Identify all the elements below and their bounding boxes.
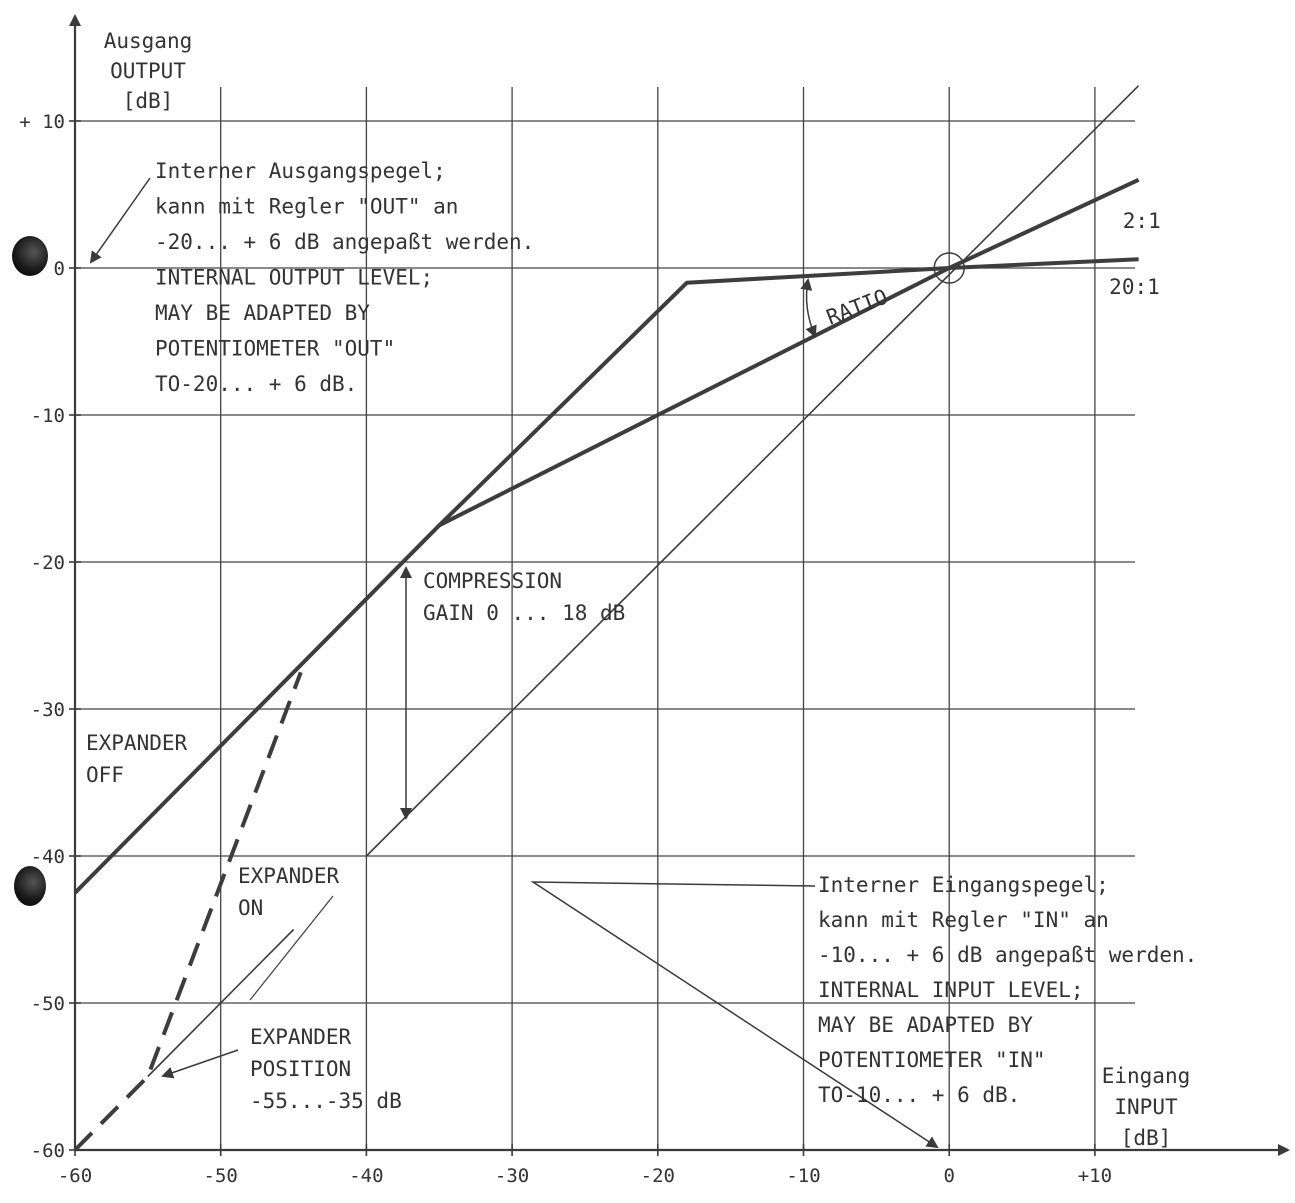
y-tick-label-0: + 10 [19,111,65,133]
x-tick-label-7: +10 [1078,1165,1112,1187]
x-axis-title-line-1: INPUT [1114,1095,1178,1119]
expander-off-line-0: EXPANDER [86,731,188,755]
y-tick-label-1: 0 [54,258,65,280]
series-group [73,85,1140,1152]
series-line-2 [73,257,1139,895]
text-group: -60 -50 -40 -30 -20 -10 0 +10 + 10 0 -10 -20 -30 -40 -… [19,29,1197,1187]
binder-hole-bottom [14,866,46,906]
expander-on-leader [249,895,334,1001]
y-axis-title-line-1: OUTPUT [110,59,186,83]
x-tick-label-6: 0 [943,1165,954,1187]
curve-label-1: 20:1 [1109,275,1160,299]
input-level-note-line-6: TO-10... + 6 dB. [818,1083,1020,1107]
x-tick-label-1: -50 [204,1165,238,1187]
output-level-note-line-6: TO-20... + 6 dB. [155,372,357,396]
binder-hole-top [12,236,48,276]
input-level-note-line-4: MAY BE ADAPTED BY [818,1013,1033,1037]
expander-position-line-0: EXPANDER [250,1025,352,1049]
x-tick-label-5: -10 [786,1165,820,1187]
expander-position-line-1: POSITION [250,1057,351,1081]
expander-on-line-1: ON [238,896,263,920]
input-level-note-line-1: kann mit Regler "IN" an [818,908,1109,932]
output-level-note-line-0: Interner Ausgangspegel; [155,159,446,183]
x-tick-label-2: -40 [349,1165,383,1187]
input-level-note-line-3: INTERNAL INPUT LEVEL; [818,978,1084,1002]
axes [69,14,1290,1156]
x-tick-label-4: -20 [641,1165,675,1187]
y-tick-label-5: -40 [31,846,65,868]
input-level-note-line-5: POTENTIOMETER "IN" [818,1048,1046,1072]
x-axis-title-line-2: [dB] [1121,1126,1172,1150]
series-line-1 [147,928,295,1078]
y-tick-label-2: -10 [31,405,65,427]
zero-point-circle [933,252,965,284]
curve-label-0: 2:1 [1123,209,1161,233]
y-tick-label-4: -30 [31,699,65,721]
output-level-note-line-4: MAY BE ADAPTED BY [155,301,370,325]
compression-gain-line-0: COMPRESSION [423,569,562,593]
expander-on-line-0: EXPANDER [238,864,340,888]
x-tick-label-0: -60 [58,1165,92,1187]
y-tick-label-6: -50 [31,993,65,1015]
output-level-note-line-1: kann mit Regler "OUT" an [155,195,458,219]
output-level-arrow [89,177,151,264]
ratio-arrow [800,278,817,338]
input-level-note-line-0: Interner Eingangspegel; [818,873,1109,897]
expander-position-line-2: -55...-35 dB [250,1089,402,1113]
ratio-label: RATIO [823,285,891,330]
input-level-arrow [530,881,939,1149]
output-level-note-line-5: POTENTIOMETER "OUT" [155,337,395,361]
series-line-4 [73,671,303,1152]
output-level-note-line-3: INTERNAL OUTPUT LEVEL; [155,266,433,290]
series-line-0 [365,85,1140,857]
x-axis-title-line-0: Eingang [1102,1064,1191,1088]
y-tick-label-7: -60 [31,1140,65,1162]
compression-gain-line-1: GAIN 0 ... 18 dB [423,601,625,625]
series-line-3 [438,177,1140,528]
annotation-group [89,177,965,1149]
y-axis-title-line-2: [dB] [123,89,174,113]
expander-off-line-1: OFF [86,763,124,787]
input-level-note-line-2: -10... + 6 dB angepaßt werden. [818,943,1197,967]
y-tick-label-3: -20 [31,552,65,574]
y-axis-title-line-0: Ausgang [104,29,193,53]
expander-position-arrow [161,1049,239,1079]
grid [75,87,1135,1150]
output-level-note-line-2: -20... + 6 dB angepaßt werden. [155,230,534,254]
x-tick-label-3: -30 [495,1165,529,1187]
